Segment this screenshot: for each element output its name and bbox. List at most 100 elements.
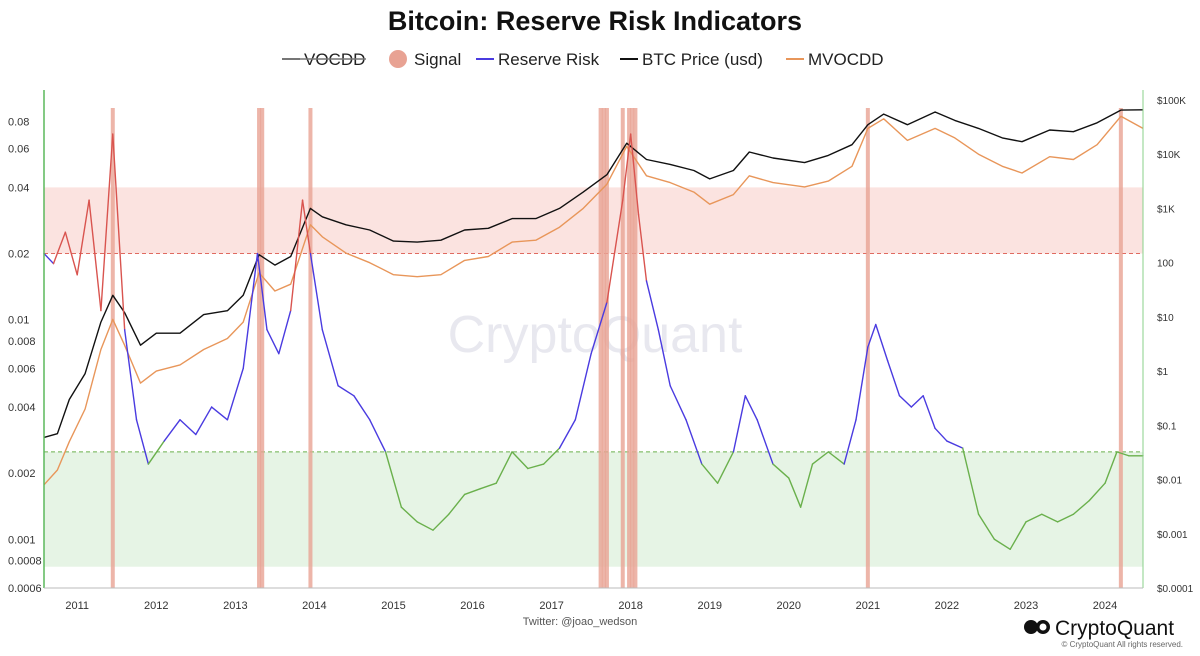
legend-label: Signal	[414, 50, 461, 69]
signal-bar	[627, 108, 632, 588]
reserve-risk-segment	[76, 199, 90, 276]
reserve-risk-segment	[867, 323, 877, 348]
reserve-risk-segment	[756, 419, 774, 465]
y-right-tick-label: $10K	[1157, 150, 1181, 161]
reserve-risk-segment	[1116, 451, 1130, 457]
reserve-risk-segment	[43, 252, 55, 265]
reserve-risk-segment	[645, 280, 660, 331]
reserve-risk-segment	[1025, 513, 1043, 523]
signal-bar	[110, 108, 115, 588]
y-right-tick-label: $100K	[1157, 96, 1186, 107]
reserve-risk-segment	[266, 328, 280, 355]
reserve-risk-segment	[1009, 521, 1027, 551]
y-left-tick-label: 0.08	[8, 116, 29, 128]
reserve-risk-segment	[622, 133, 632, 201]
y-left-tick-label: 0.06	[8, 144, 29, 156]
reserve-risk-segment	[527, 463, 545, 470]
y-right-tick-label: $0.001	[1157, 530, 1188, 541]
reserve-risk-segment	[309, 252, 324, 331]
reserve-risk-segment	[321, 328, 339, 387]
twitter-credit: Twitter: @joao_wedson	[523, 616, 638, 628]
y-left-tick-label: 0.0008	[8, 556, 42, 568]
brand-name: CryptoQuant	[1055, 617, 1174, 640]
reserve-risk-segment	[843, 419, 857, 465]
signal-bar	[601, 108, 606, 588]
reserve-risk-segment	[256, 252, 268, 331]
reserve-risk-segment	[495, 451, 513, 484]
x-tick-label: 2011	[65, 600, 89, 612]
reserve-risk-segment	[88, 199, 102, 312]
x-tick-label: 2014	[302, 600, 326, 612]
reserve-risk-segment	[511, 451, 529, 470]
x-tick-label: 2018	[618, 600, 642, 612]
reserve-risk-segment	[574, 352, 592, 421]
reserve-risk-segment	[922, 395, 936, 430]
signal-bar	[620, 108, 625, 588]
reserve-risk-segment	[606, 199, 624, 303]
legend-item[interactable]: MVOCDD	[786, 50, 884, 69]
reserve-risk-segment	[875, 323, 889, 362]
reserve-risk-segment	[590, 301, 608, 355]
reserve-risk-segment	[855, 346, 869, 421]
reserve-risk-segment	[977, 513, 996, 540]
x-tick-label: 2024	[1093, 600, 1117, 612]
y-right-tick-label: $0.1	[1157, 421, 1177, 432]
reserve-risk-segment	[210, 406, 229, 421]
reserve-risk-segment	[701, 463, 719, 484]
x-tick-label: 2017	[539, 600, 563, 612]
y-left-tick-label: 0.001	[8, 534, 36, 546]
reserve-risk-segment	[934, 427, 948, 442]
reserve-risk-segment	[448, 493, 466, 515]
reserve-risk-segment	[242, 252, 259, 370]
reserve-risk-segment	[716, 451, 735, 484]
btc-price-line	[43, 109, 1144, 439]
signal-bar	[1118, 108, 1123, 588]
y-left-tick-label: 0.006	[8, 363, 36, 375]
reserve-risk-segment	[772, 463, 790, 479]
x-tick-label: 2020	[777, 600, 801, 612]
reserve-risk-segment	[163, 419, 181, 442]
reserve-risk-segment	[479, 482, 497, 490]
y-left-tick-label: 0.0006	[8, 583, 42, 595]
legend: VOCDD Signal Reserve Risk BTC Price (usd) MV…	[282, 50, 884, 69]
reserve-risk-segment	[1104, 451, 1118, 484]
zone-bands	[44, 187, 1143, 567]
watermark: CryptoQuant	[448, 306, 743, 364]
y-left-tick-label: 0.01	[8, 315, 29, 327]
y-right-tick-label: 100	[1157, 259, 1174, 270]
signal-bar	[633, 108, 638, 588]
reserve-risk-segment	[1041, 513, 1059, 523]
reserve-risk-segment	[64, 231, 78, 276]
reserve-risk-segment	[301, 199, 312, 255]
reserve-risk-segment	[827, 451, 845, 465]
y-left-tick-label: 0.04	[8, 182, 29, 194]
legend-label: MVOCDD	[808, 50, 884, 69]
reserve-risk-segment	[886, 360, 901, 397]
reserve-risk-segment	[432, 513, 450, 531]
reserve-risk-segment	[685, 419, 703, 465]
reserve-risk-segment	[799, 463, 814, 508]
legend-item[interactable]: Reserve Risk	[476, 50, 600, 69]
signal-bar	[260, 108, 265, 588]
reserve-risk-segment	[135, 419, 150, 465]
y-left-tick-label: 0.008	[8, 336, 36, 348]
legend-item[interactable]: BTC Price (usd)	[620, 50, 763, 69]
signal-bar	[630, 108, 635, 588]
rights-text: © CryptoQuant All rights reserved.	[1062, 640, 1184, 649]
reserve-risk-segment	[946, 440, 964, 449]
legend-item[interactable]: Signal	[389, 50, 461, 69]
reserve-risk-segment	[100, 133, 114, 312]
signal-bar	[257, 108, 262, 588]
opportunity-band	[44, 451, 1143, 567]
reserve-risk-segment	[811, 451, 830, 465]
y-left-tick-label: 0.002	[8, 468, 36, 480]
legend-item[interactable]: VOCDD	[282, 50, 366, 69]
legend-swatch	[389, 50, 407, 68]
reserve-risk-segment	[1088, 482, 1106, 502]
reserve-risk-segment	[898, 395, 913, 408]
reserve-risk-segment	[744, 395, 758, 421]
reserve-risk-segment	[384, 451, 403, 508]
reserve-risk-segment	[337, 385, 355, 397]
reserve-risk-segment	[179, 419, 197, 436]
